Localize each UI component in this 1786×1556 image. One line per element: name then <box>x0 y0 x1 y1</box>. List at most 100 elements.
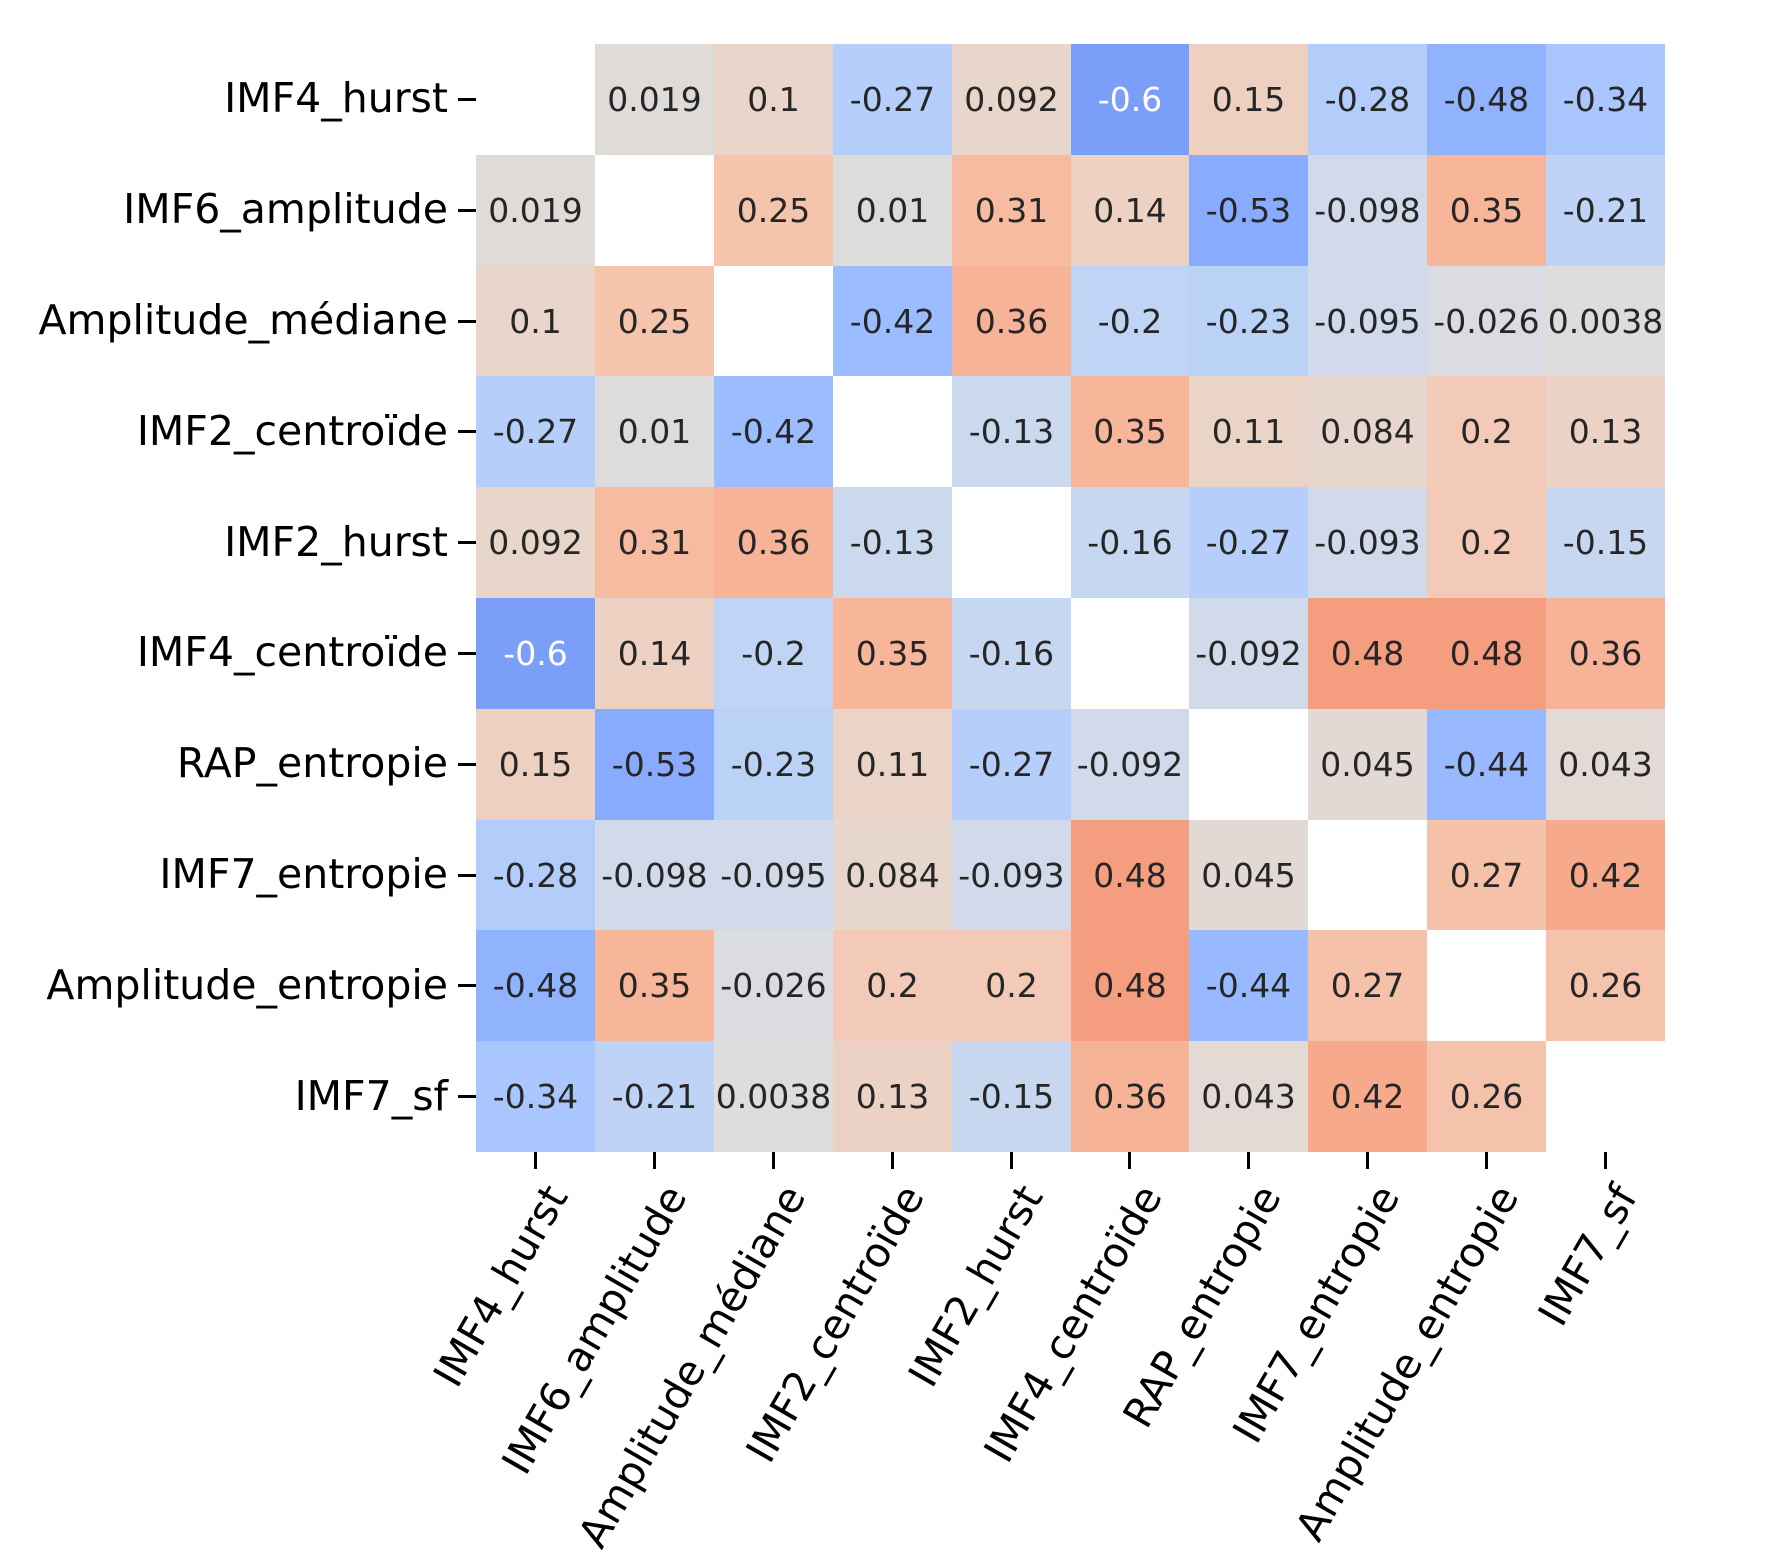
heatmap-cell: 0.0038 <box>714 1041 833 1152</box>
heatmap-cell: -0.53 <box>595 709 714 820</box>
cell-value: -0.092 <box>1076 745 1184 784</box>
cell-value: -0.21 <box>611 1077 698 1116</box>
heatmap-cell: -0.42 <box>714 376 833 487</box>
heatmap-cell: 0.27 <box>1308 930 1427 1041</box>
cell-value: 0.2 <box>1460 523 1513 562</box>
heatmap-cell: 0.35 <box>1427 155 1546 266</box>
heatmap-cell: -0.092 <box>1071 709 1189 820</box>
cell-value: -0.28 <box>492 855 579 895</box>
heatmap-cell: 0.13 <box>1546 376 1665 487</box>
heatmap-cell: 0.27 <box>1427 820 1546 930</box>
cell-value: 0.019 <box>607 80 702 119</box>
cell-value: -0.095 <box>1314 301 1421 341</box>
cell-value: -0.15 <box>1562 523 1649 562</box>
cell-value: -0.42 <box>849 301 936 341</box>
cell-value: 0.35 <box>855 634 930 673</box>
y-tick-label: IMF2_centroïde <box>136 406 448 455</box>
cell-value: -0.093 <box>958 855 1065 895</box>
x-tick <box>1485 1152 1489 1169</box>
cell-value: -0.53 <box>1205 191 1292 230</box>
cell-value: 0.2 <box>866 966 919 1005</box>
heatmap-cell: -0.093 <box>1308 487 1427 598</box>
cell-value: 0.045 <box>1320 745 1415 784</box>
heatmap-cell: 0.14 <box>1071 155 1189 266</box>
x-tick <box>1128 1152 1132 1169</box>
heatmap-cell: 0.045 <box>1189 820 1308 930</box>
heatmap-cell: 0.26 <box>1427 1041 1546 1152</box>
heatmap-cell: 0.48 <box>1308 598 1427 709</box>
cell-value: 0.1 <box>509 301 562 341</box>
heatmap-cell: 0.48 <box>1427 598 1546 709</box>
heatmap-cell <box>1189 709 1308 820</box>
heatmap-cell: -0.27 <box>1189 487 1308 598</box>
heatmap-cell: -0.23 <box>1189 266 1308 376</box>
cell-value: -0.6 <box>503 634 568 673</box>
heatmap-cell: 0.48 <box>1071 820 1189 930</box>
x-tick-label: Amplitude_entropie <box>1285 1177 1529 1549</box>
heatmap-cell: -0.095 <box>714 820 833 930</box>
cell-value: 0.35 <box>617 966 692 1005</box>
heatmap-cell: -0.48 <box>1427 44 1546 155</box>
cell-value: 0.15 <box>1211 80 1286 119</box>
cell-value: 0.084 <box>1320 412 1415 451</box>
cell-value: 0.36 <box>1093 1077 1167 1116</box>
heatmap-cell: -0.44 <box>1189 930 1308 1041</box>
heatmap-cell: -0.092 <box>1189 598 1308 709</box>
y-tick-label: Amplitude_entropie <box>46 960 448 1009</box>
cell-value: 0.48 <box>1093 855 1167 895</box>
cell-value: -0.34 <box>492 1077 579 1116</box>
heatmap-cell: -0.16 <box>1071 487 1189 598</box>
cell-value: 0.35 <box>1449 191 1524 230</box>
heatmap-cell: 0.25 <box>714 155 833 266</box>
y-tick-label: IMF6_amplitude <box>123 185 448 234</box>
heatmap-cell: 0.36 <box>714 487 833 598</box>
x-tick <box>771 1152 775 1169</box>
cell-value: -0.23 <box>730 745 817 784</box>
heatmap-cell: 0.31 <box>595 487 714 598</box>
cell-value: 0.13 <box>1568 412 1643 451</box>
heatmap-cell: 0.26 <box>1546 930 1665 1041</box>
heatmap-cell: 0.35 <box>833 598 952 709</box>
heatmap-cell: 0.36 <box>1071 1041 1189 1152</box>
cell-value: -0.2 <box>1097 301 1163 341</box>
y-tick-label: IMF4_hurst <box>224 74 448 123</box>
cell-value: -0.095 <box>720 855 827 895</box>
cell-value: -0.13 <box>849 523 936 562</box>
heatmap-cell: 0.043 <box>1546 709 1665 820</box>
cell-value: 0.2 <box>1460 412 1513 451</box>
cell-value: 0.084 <box>845 855 940 895</box>
heatmap-cell: 0.084 <box>833 820 952 930</box>
x-tick <box>1604 1152 1608 1169</box>
heatmap-cell: -0.34 <box>1546 44 1665 155</box>
heatmap-cell: 0.14 <box>595 598 714 709</box>
cell-value: -0.44 <box>1443 745 1530 784</box>
cell-value: 0.48 <box>1330 634 1405 673</box>
cell-value: 0.092 <box>964 80 1059 119</box>
heatmap-cell: -0.2 <box>714 598 833 709</box>
cell-value: -0.026 <box>1433 301 1540 341</box>
heatmap-cell: -0.53 <box>1189 155 1308 266</box>
heatmap-cell: 0.35 <box>1071 376 1189 487</box>
heatmap-cell: -0.27 <box>476 376 595 487</box>
cell-value: 0.092 <box>488 523 583 562</box>
heatmap-cell: 0.42 <box>1308 1041 1427 1152</box>
cell-value: -0.44 <box>1205 966 1292 1005</box>
cell-value: 0.1 <box>747 80 800 119</box>
heatmap-cell: -0.28 <box>476 820 595 930</box>
cell-value: -0.48 <box>1443 80 1530 119</box>
cell-value: 0.2 <box>985 966 1038 1005</box>
heatmap-cell: -0.026 <box>1427 266 1546 376</box>
cell-value: 0.48 <box>1449 634 1524 673</box>
x-tick <box>1009 1152 1013 1169</box>
heatmap-cell: -0.44 <box>1427 709 1546 820</box>
cell-value: -0.27 <box>492 412 579 451</box>
heatmap-cell: -0.23 <box>714 709 833 820</box>
heatmap-cell <box>1546 1041 1665 1152</box>
heatmap-cell: -0.093 <box>952 820 1071 930</box>
heatmap-cell: -0.27 <box>952 709 1071 820</box>
heatmap-cell: 0.019 <box>476 155 595 266</box>
y-tick-label: RAP_entropie <box>176 739 448 788</box>
heatmap-cell: -0.026 <box>714 930 833 1041</box>
heatmap-cell: 0.11 <box>1189 376 1308 487</box>
